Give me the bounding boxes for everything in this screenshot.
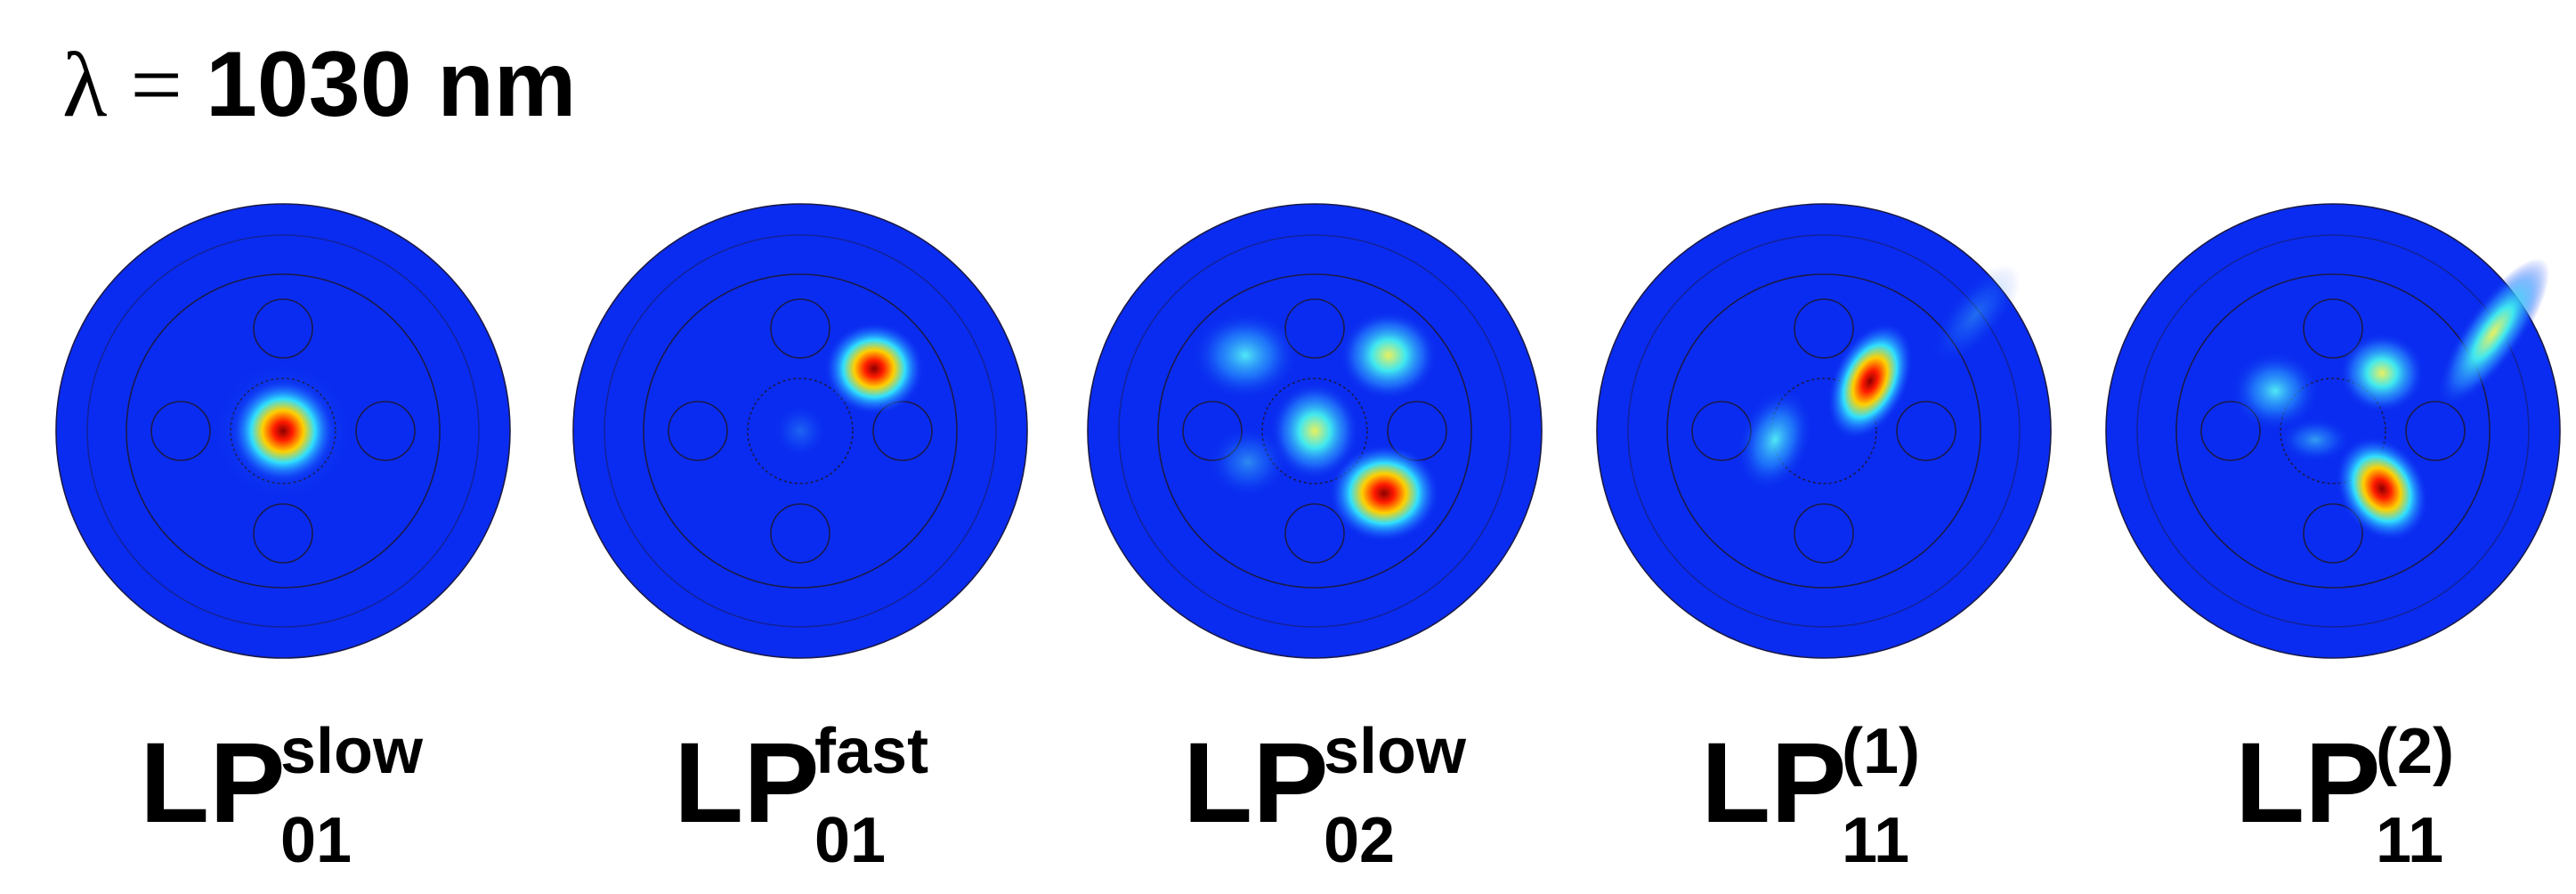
mode-sup: (2) xyxy=(2376,716,2454,787)
mode-sub: 02 xyxy=(1324,805,1395,876)
mode-panel xyxy=(1087,203,1543,659)
mode-sup: slow xyxy=(1324,716,1467,787)
mode-sup: slow xyxy=(280,716,424,787)
title: λ = 1030 nm xyxy=(62,33,576,136)
title-value: 1030 nm xyxy=(206,33,576,136)
mode-sub: 11 xyxy=(1842,805,1909,876)
mode-sub: 01 xyxy=(280,805,352,876)
mode-base: LP xyxy=(1183,719,1329,847)
mode-sub: 11 xyxy=(2376,805,2443,876)
mode-panel xyxy=(1596,203,2052,659)
mode-base: LP xyxy=(140,719,286,847)
mode-sub: 01 xyxy=(814,805,886,876)
mode-panel xyxy=(2105,203,2561,659)
mode-panel xyxy=(55,203,511,659)
mode-base: LP xyxy=(2235,719,2381,847)
title-symbol: λ = xyxy=(62,34,182,136)
mode-base: LP xyxy=(1701,719,1847,847)
mode-base: LP xyxy=(674,719,820,847)
mode-panel xyxy=(572,203,1028,659)
mode-sup: (1) xyxy=(1842,716,1920,787)
mode-sup: fast xyxy=(814,716,928,787)
